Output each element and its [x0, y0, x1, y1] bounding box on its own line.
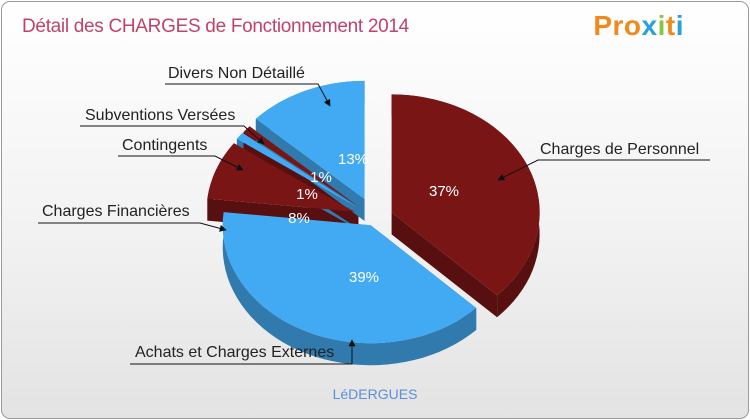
- pie-slice: [207, 143, 355, 212]
- pie-slice: [236, 132, 358, 208]
- chart-title: Détail des CHARGES de Fonctionnement 201…: [22, 16, 409, 37]
- leader-line: [38, 222, 227, 232]
- logo-letter: i: [675, 10, 684, 41]
- logo-letter: i: [657, 10, 666, 41]
- slice-percent-label: 8%: [288, 210, 310, 227]
- slice-percent-label: 13%: [338, 151, 368, 168]
- slice-percent-label: 1%: [310, 169, 332, 186]
- logo-letter: o: [623, 10, 642, 41]
- slice-category-label: Divers Non Détaillé: [168, 65, 305, 82]
- pie-slice: [243, 126, 359, 207]
- slice-category-label: Charges Financières: [42, 203, 190, 220]
- pie-slice: [222, 212, 477, 344]
- logo-letter: x: [641, 10, 658, 41]
- leader-line: [165, 83, 331, 107]
- pie-slice: [255, 80, 365, 199]
- logo-letter: t: [665, 10, 676, 41]
- slice-category-label: Charges de Personnel: [540, 141, 699, 158]
- slice-percent-label: 39%: [349, 269, 379, 286]
- slice-category-label: Contingents: [122, 137, 207, 154]
- proxiti-logo: Proxiti: [593, 10, 684, 42]
- pie-slice: [391, 94, 540, 296]
- leader-line: [497, 159, 710, 181]
- slice-percent-label: 37%: [429, 183, 459, 200]
- logo-letter: P: [593, 10, 613, 41]
- leader-line: [130, 339, 356, 365]
- slice-category-label: Achats et Charges Externes: [135, 344, 334, 361]
- logo-letter: r: [612, 10, 624, 41]
- slice-percent-label: 1%: [296, 186, 318, 203]
- commune-name: LéDERGUES: [332, 386, 418, 402]
- leader-line: [118, 155, 244, 171]
- slice-category-label: Subventions Versées: [85, 107, 235, 124]
- leader-line: [80, 125, 265, 145]
